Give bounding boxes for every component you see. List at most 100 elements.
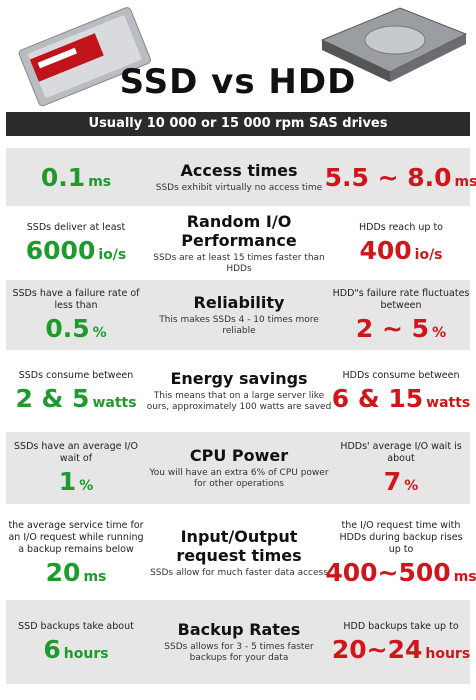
ssd-column: SSDs deliver at least 6000 io/s <box>6 212 146 274</box>
subtitle: Usually 10 000 or 15 000 rpm SAS drives <box>6 112 470 136</box>
ssd-figure: 6000 io/s <box>26 236 126 265</box>
hdd-unit: ms <box>453 568 476 585</box>
hdd-note: HDD backups take up to <box>343 620 459 632</box>
ssd-value: 0.1 <box>40 162 86 192</box>
metric-title: Input/Output request times <box>176 527 302 565</box>
ssd-figure: 6 hours <box>43 635 108 664</box>
metric-description: SSDs exhibit virtually no access time <box>155 182 323 193</box>
ssd-column: the average service time for an I/O requ… <box>6 510 146 596</box>
ssd-image <box>18 7 152 107</box>
metric-title: Backup Rates <box>177 620 301 639</box>
hdd-unit: io/s <box>414 246 443 263</box>
ssd-value: 6 <box>43 634 61 664</box>
metric-title: Random I/O Performance <box>181 211 297 250</box>
hdd-note: HDDs consume between <box>342 369 460 381</box>
hdd-column: HDDs' average I/O wait is about 7% <box>332 432 470 504</box>
metric-description: You will have an extra 6% of CPU power f… <box>149 468 329 489</box>
hdd-column: HDDs consume between 6 & 15 watts <box>332 355 471 427</box>
ssd-column: SSDs have an average I/O wait of 1% <box>6 432 146 504</box>
ssd-note: SSD backups take about <box>18 620 134 632</box>
ssd-value: 6000 <box>25 235 96 265</box>
ssd-unit: ms <box>88 173 112 190</box>
metric-column: CPU Power You will have an extra 6% of CP… <box>146 432 332 504</box>
metric-title: Reliability <box>193 293 285 312</box>
hdd-value: 6 & 15 <box>331 383 424 413</box>
ssd-note: SSDs deliver at least <box>26 221 126 233</box>
hdd-figure: 2 ~ 5% <box>356 314 446 343</box>
metric-description: SSDs allow for much faster data access <box>150 568 328 578</box>
hdd-unit: ms <box>454 173 476 190</box>
comparison-row: 0.1 ms Access times SSDs exhibit virtually … <box>6 148 476 206</box>
ssd-note: the average service time for an I/O requ… <box>8 519 144 555</box>
hdd-value: 2 ~ 5 <box>355 313 430 343</box>
metric-title: CPU Power <box>189 446 289 465</box>
hdd-note: HDDs reach up to <box>359 221 443 233</box>
hdd-value: 5.5 ~ 8.0 <box>324 162 452 192</box>
ssd-note: SSDs have a failure rate of less than <box>12 287 140 311</box>
hdd-value: 20~24 <box>331 634 423 664</box>
ssd-note: SSDs consume between <box>18 369 134 381</box>
metric-column: Reliability This makes SSDs 4 - 10 times … <box>146 280 332 350</box>
metric-description: This means that on a large server like o… <box>146 391 332 412</box>
metric-title: Access times <box>180 160 298 180</box>
comparison-row: SSDs have a failure rate of less than 0.5… <box>6 280 470 350</box>
metric-column: Input/Output request times SSDs allow for… <box>146 510 332 596</box>
hdd-column: HDDs reach up to 400 io/s <box>332 212 470 274</box>
ssd-figure: 1% <box>59 467 93 496</box>
ssd-column: SSD backups take about 6 hours <box>6 600 146 684</box>
ssd-value: 2 & 5 <box>15 383 90 413</box>
comparison-row: SSD backups take about 6 hours Backup Rates… <box>6 600 470 684</box>
hdd-value: 7 <box>383 466 402 496</box>
ssd-value: 1 <box>58 466 77 496</box>
hdd-figure: 5.5 ~ 8.0 ms <box>325 163 476 192</box>
hdd-image <box>320 7 468 82</box>
metric-description: This makes SSDs 4 - 10 times more reliab… <box>159 315 319 336</box>
ssd-column: SSDs have a failure rate of less than 0.5… <box>6 280 146 350</box>
hdd-figure: 400 io/s <box>359 236 442 265</box>
hdd-value: 400~500 <box>325 557 451 587</box>
comparison-row: the average service time for an I/O requ… <box>6 510 476 596</box>
metric-column: Random I/O Performance SSDs are at least … <box>146 212 332 274</box>
ssd-unit: % <box>92 324 107 341</box>
hdd-figure: 7% <box>384 467 418 496</box>
ssd-unit: % <box>79 477 94 494</box>
hdd-figure: 400~500 ms <box>325 558 476 587</box>
ssd-note: SSDs have an average I/O wait of <box>14 440 138 464</box>
hdd-unit: watts <box>426 394 471 411</box>
metric-column: Energy savings This means that on a large… <box>146 355 332 427</box>
ssd-unit: watts <box>92 394 137 411</box>
metric-description: SSDs are at least 15 times faster than H… <box>153 252 325 274</box>
ssd-figure: 0.5% <box>45 314 106 343</box>
hdd-note: the I/O request time with HDDs during ba… <box>339 519 463 555</box>
hdd-column: HDD"s failure rate fluctuates between 2 ~… <box>332 280 470 350</box>
ssd-unit: io/s <box>98 246 127 263</box>
hdd-unit: hours <box>425 645 471 662</box>
ssd-figure: 0.1 ms <box>41 163 111 192</box>
ssd-figure: 2 & 5 watts <box>15 384 136 413</box>
ssd-column: SSDs consume between 2 & 5 watts <box>6 355 146 427</box>
hdd-column: HDD backups take up to 20~24 hours <box>332 600 470 684</box>
drive-images <box>18 7 468 107</box>
title: SSD vs HDD <box>119 62 357 102</box>
metric-description: SSDs allows for 3 - 5 times faster backu… <box>164 642 314 663</box>
ssd-column: 0.1 ms <box>6 148 146 206</box>
ssd-unit: hours <box>63 645 109 662</box>
hdd-figure: 6 & 15 watts <box>332 384 471 413</box>
metric-column: Access times SSDs exhibit virtually no ac… <box>146 148 332 206</box>
hdd-note: HDD"s failure rate fluctuates between <box>332 287 470 311</box>
hdd-value: 400 <box>359 235 412 265</box>
hdd-unit: % <box>432 324 447 341</box>
hdd-note: HDDs' average I/O wait is about <box>340 440 462 464</box>
hdd-column: the I/O request time with HDDs during ba… <box>325 510 476 596</box>
ssd-value: 0.5 <box>45 313 90 343</box>
comparison-row: SSDs deliver at least 6000 io/s Random I/O … <box>6 212 470 274</box>
ssd-value: 20 <box>45 557 81 587</box>
metric-column: Backup Rates SSDs allows for 3 - 5 times … <box>146 600 332 684</box>
metric-title: Energy savings <box>170 369 308 388</box>
comparison-row: SSDs consume between 2 & 5 watts Energy sav… <box>6 355 470 427</box>
ssd-unit: ms <box>83 568 107 585</box>
comparison-row: SSDs have an average I/O wait of 1% CPU Po… <box>6 432 470 504</box>
ssd-figure: 20 ms <box>46 558 107 587</box>
hdd-column: 5.5 ~ 8.0 ms <box>325 148 476 206</box>
